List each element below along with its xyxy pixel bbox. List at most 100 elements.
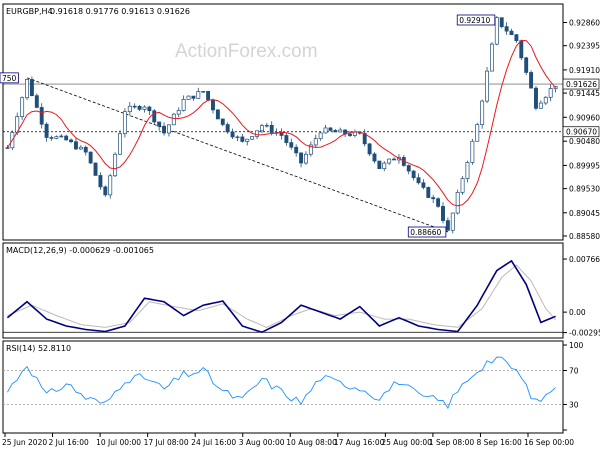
candle-body [504, 26, 509, 32]
time-tick-label: 17 Aug 16:00 [334, 438, 385, 447]
time-tick-label: 2 Jul 16:00 [49, 438, 89, 447]
candle-body [367, 143, 372, 155]
candle-body [328, 127, 333, 131]
macd-tick-label: 0.007663 [569, 255, 600, 264]
rsi-panel-title: RSI(14) 52.8110 [6, 344, 71, 353]
macd-panel: MACD(12,26,9) -0.000629 -0.001065 0.0076… [2, 242, 600, 339]
candle-body [69, 139, 74, 143]
candle-body [480, 100, 485, 125]
candle-body [196, 91, 201, 99]
candle-body [333, 130, 338, 133]
candle-body [294, 146, 299, 154]
candle-body [372, 153, 377, 162]
candle-body [118, 133, 122, 155]
price-annotation-box [407, 226, 447, 238]
price-annotation-box [456, 14, 496, 26]
candle-body [88, 151, 93, 164]
time-tick-label: 25 Aug 00:00 [381, 438, 432, 447]
candle-body [250, 136, 255, 140]
candle-body [113, 153, 118, 177]
candle-body [64, 135, 69, 141]
candle-body [352, 131, 357, 136]
candle-body [304, 153, 308, 164]
candle-body [318, 132, 323, 140]
candle-body [142, 106, 147, 110]
candle-body [122, 111, 127, 135]
price-tick-label: 0.91445 [569, 89, 600, 98]
candle-body [93, 162, 98, 176]
time-tick-label: 10 Jul 00:00 [96, 438, 141, 447]
candle-body [59, 135, 64, 138]
price-annotation-label: 0.88660 [410, 228, 441, 237]
price-annotation-label: 750 [2, 74, 17, 83]
candle-body [279, 132, 284, 136]
candle-body [465, 162, 470, 179]
candle-body [441, 206, 445, 221]
candle-body [445, 220, 450, 231]
price-level-label: 0.90670 [566, 128, 597, 137]
candle-body [411, 170, 416, 179]
candle-body [299, 152, 304, 164]
candle-body [509, 30, 514, 36]
candle-body [259, 125, 264, 132]
candle-body [485, 70, 489, 102]
candle-body [206, 91, 211, 101]
price-tick-label: 0.89530 [569, 185, 600, 194]
candle-body [186, 95, 191, 100]
candle-body [201, 91, 206, 93]
candle-body [426, 187, 431, 198]
candle-body [489, 43, 494, 72]
candle-body [534, 87, 538, 109]
candle-body [548, 88, 553, 98]
candle-body [538, 102, 543, 109]
candle-body [255, 130, 259, 137]
rsi-panel: RSI(14) 52.8110 100 70 30 [2, 340, 584, 434]
macd-tick-label: -0.002952 [569, 329, 600, 338]
candle-body [74, 141, 78, 150]
candle-body [338, 129, 343, 133]
candle-body [39, 107, 44, 125]
price-tick-label: 0.89995 [569, 161, 600, 170]
candle-body [103, 186, 108, 196]
time-tick-label: 1 Sep 08:00 [429, 438, 475, 447]
candle-body [269, 124, 274, 133]
time-tick-label: 24 Jul 16:00 [191, 438, 236, 447]
candle-body [162, 125, 166, 134]
candle-body [176, 110, 181, 115]
candle-body [348, 133, 352, 136]
price-tick-label: 0.89045 [569, 209, 600, 218]
candle-body [416, 177, 421, 184]
candle-body [54, 136, 59, 139]
macd-tick-label: 0.00 [569, 308, 586, 317]
candle-body [362, 132, 367, 145]
candle-body [211, 99, 215, 111]
candle-body [431, 197, 436, 200]
candle-body [377, 160, 382, 170]
candle-body [524, 57, 529, 73]
candle-body [44, 123, 49, 138]
time-tick-label: 8 Sep 16:00 [476, 438, 522, 447]
candle-body [171, 113, 176, 126]
candle-body [382, 162, 387, 170]
candle-body [519, 40, 524, 59]
candle-body [436, 198, 441, 207]
price-panel-title: EURGBP,H4 [6, 7, 53, 16]
rsi-tick-label: 70 [569, 367, 579, 376]
candle-body [406, 165, 411, 172]
moving-average [6, 39, 556, 207]
time-tick-label: 10 Aug 08:00 [286, 438, 337, 447]
candle-body [470, 140, 475, 163]
candle-body [313, 138, 318, 146]
price-panel: EURGBP,H4 0.91618 0.91776 0.91613 0.9162… [0, 3, 600, 241]
candle-body [392, 158, 397, 161]
candle-body [245, 138, 250, 142]
candle-body [529, 72, 534, 89]
macd-panel-title: MACD(12,26,9) -0.000629 -0.001065 [6, 246, 154, 255]
candle-body [308, 144, 313, 155]
price-annotation-box [0, 72, 19, 84]
candle-body [191, 95, 196, 99]
candle-body [264, 124, 269, 127]
candle-body [289, 142, 294, 148]
price-level-box [562, 126, 600, 138]
